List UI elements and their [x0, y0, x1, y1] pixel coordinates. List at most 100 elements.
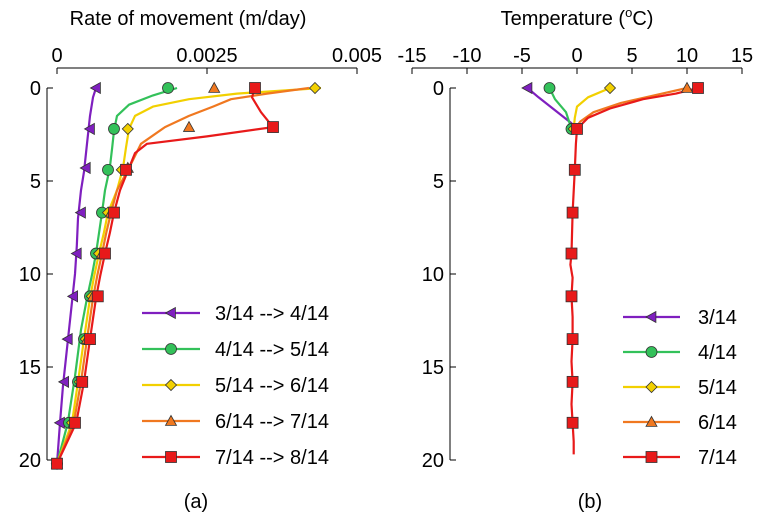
- y-tick-label: 10: [19, 264, 41, 286]
- data-point: [121, 122, 134, 135]
- legend-label: 5/14 --> 6/14: [215, 375, 329, 397]
- data-point: [566, 206, 579, 219]
- y-tick-label: 15: [19, 357, 41, 379]
- data-point: [182, 120, 196, 132]
- y-tick-label: 5: [30, 171, 41, 193]
- chart-a-series: [50, 81, 322, 470]
- x-tick-label: 0.005: [332, 45, 382, 67]
- chart-b-panel-label: (b): [578, 491, 602, 513]
- legend-marker: [645, 380, 658, 394]
- chart-b-title-unit: C): [632, 8, 653, 30]
- data-point: [692, 82, 704, 94]
- x-tick-label: 0: [571, 45, 582, 67]
- legend-label: 3/14: [698, 307, 737, 329]
- series-line: [55, 87, 98, 464]
- data-point: [565, 290, 578, 303]
- y-tick-label: 0: [30, 78, 41, 100]
- chart-b-title: Temperature (oC): [501, 5, 654, 30]
- data-point: [249, 82, 261, 94]
- legend-marker: [165, 451, 177, 463]
- legend-marker: [164, 378, 178, 392]
- legend-marker: [164, 306, 176, 320]
- legend-marker: [165, 343, 177, 355]
- y-tick-label: 10: [422, 264, 444, 286]
- data-point: [74, 206, 86, 219]
- data-point: [566, 375, 579, 388]
- legend-label: 3/14 --> 4/14: [215, 303, 329, 325]
- data-point: [79, 161, 91, 175]
- legend-marker: [645, 415, 658, 427]
- data-point: [51, 457, 63, 470]
- x-tick-label: 15: [731, 45, 753, 67]
- data-point: [108, 123, 120, 135]
- data-point: [566, 416, 579, 429]
- chart-panel-a: Rate of movement (m/day) 0 0.0025 0.005 0 5…: [19, 8, 382, 513]
- data-point: [102, 163, 114, 176]
- legend-marker: [164, 414, 178, 426]
- series-line: [56, 87, 275, 465]
- y-tick-label: 5: [433, 171, 444, 193]
- series-line: [569, 86, 699, 455]
- legend-label: 4/14: [698, 342, 737, 364]
- data-point: [108, 206, 120, 219]
- chart-b-title-degree: o: [625, 5, 632, 20]
- data-point: [69, 416, 81, 429]
- data-point: [565, 247, 578, 260]
- data-point: [99, 247, 111, 260]
- data-point: [66, 290, 78, 303]
- data-point: [566, 333, 579, 346]
- data-point: [208, 81, 221, 93]
- y-tick-label: 15: [422, 357, 444, 379]
- data-point: [76, 375, 89, 388]
- data-point: [521, 81, 533, 95]
- x-tick-label: 5: [626, 45, 637, 67]
- data-point: [308, 81, 322, 95]
- chart-b-series: [521, 81, 704, 455]
- series-line: [548, 87, 573, 130]
- chart-b-x-ticks: -15 -10 -5 0 5 10 15: [398, 45, 753, 74]
- data-point: [571, 123, 583, 135]
- data-point: [61, 332, 73, 346]
- x-tick-label: 0: [51, 45, 62, 67]
- chart-a-legend: 3/14 --> 4/14 4/14 --> 5/14 5/14 --> 6/14 6…: [142, 303, 329, 469]
- chart-b-legend: 3/14 4/14 5/14 6/14 7/14: [623, 307, 737, 469]
- chart-a-x-ticks: 0 0.0025 0.005: [51, 45, 382, 74]
- data-point: [91, 290, 104, 303]
- data-point: [83, 122, 95, 136]
- chart-panel-b: Temperature (oC) -15 -10 -5 0 5 10 15 0 5 10 15 20…: [398, 5, 754, 513]
- y-tick-label: 0: [433, 78, 444, 100]
- x-tick-label: -5: [513, 45, 531, 67]
- chart-b-y-ticks: 0 5 10 15 20: [422, 78, 456, 472]
- series-line: [526, 87, 575, 132]
- data-point: [70, 247, 82, 260]
- data-point: [267, 121, 279, 133]
- series-line: [55, 86, 310, 465]
- x-tick-label: 10: [676, 45, 698, 67]
- chart-a-y-ticks: 0 5 10 15 20: [19, 78, 53, 472]
- legend-label: 5/14: [698, 377, 737, 399]
- x-tick-label: -15: [398, 45, 427, 67]
- legend-marker: [645, 346, 658, 358]
- data-point: [84, 333, 96, 346]
- data-point: [57, 375, 69, 389]
- data-point: [543, 82, 556, 94]
- data-point: [162, 82, 174, 94]
- series-line: [572, 86, 611, 130]
- series-line: [55, 86, 322, 465]
- series-line: [573, 86, 688, 130]
- data-point: [568, 163, 581, 176]
- legend-label: 4/14 --> 5/14: [215, 339, 329, 361]
- data-point: [120, 163, 132, 176]
- legend-marker: [645, 451, 658, 463]
- y-tick-label: 20: [19, 450, 41, 472]
- data-point: [89, 81, 101, 95]
- chart-a-title: Rate of movement (m/day): [70, 8, 307, 30]
- chart-b-title-text: Temperature (: [501, 8, 626, 30]
- chart-a-panel-label: (a): [184, 491, 208, 513]
- legend-marker: [645, 310, 657, 324]
- legend-label: 6/14: [698, 412, 737, 434]
- x-tick-label: 0.0025: [176, 45, 237, 67]
- data-point: [680, 81, 694, 93]
- x-tick-label: -10: [453, 45, 482, 67]
